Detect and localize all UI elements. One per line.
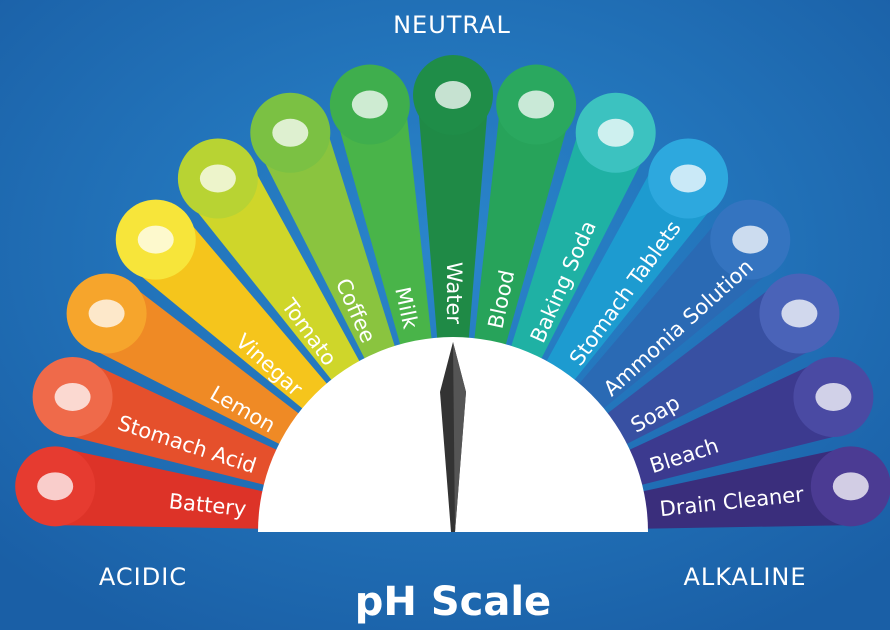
icon bbox=[138, 226, 174, 254]
icon bbox=[833, 472, 869, 500]
icon bbox=[272, 119, 308, 147]
icon bbox=[200, 164, 236, 192]
title: pH Scale bbox=[355, 579, 551, 625]
icon bbox=[37, 472, 73, 500]
icon bbox=[598, 119, 634, 147]
neutral-label: NEUTRAL bbox=[393, 11, 511, 39]
icon bbox=[89, 300, 125, 328]
icon bbox=[815, 383, 851, 411]
icon bbox=[518, 91, 554, 119]
page: {"header": {"neutral": "NEUTRAL", "acidi… bbox=[0, 0, 890, 630]
icon bbox=[55, 383, 91, 411]
icon bbox=[781, 300, 817, 328]
icon bbox=[670, 164, 706, 192]
icon bbox=[435, 81, 471, 109]
ph-scale-graphic: BatteryStomach AcidLemonVinegarTomatoCof… bbox=[0, 0, 890, 630]
acidic-label: ACIDIC bbox=[99, 563, 187, 591]
alkaline-label: ALKALINE bbox=[683, 563, 806, 591]
icon bbox=[352, 91, 388, 119]
icon bbox=[732, 226, 768, 254]
item-label: Water bbox=[442, 262, 466, 324]
